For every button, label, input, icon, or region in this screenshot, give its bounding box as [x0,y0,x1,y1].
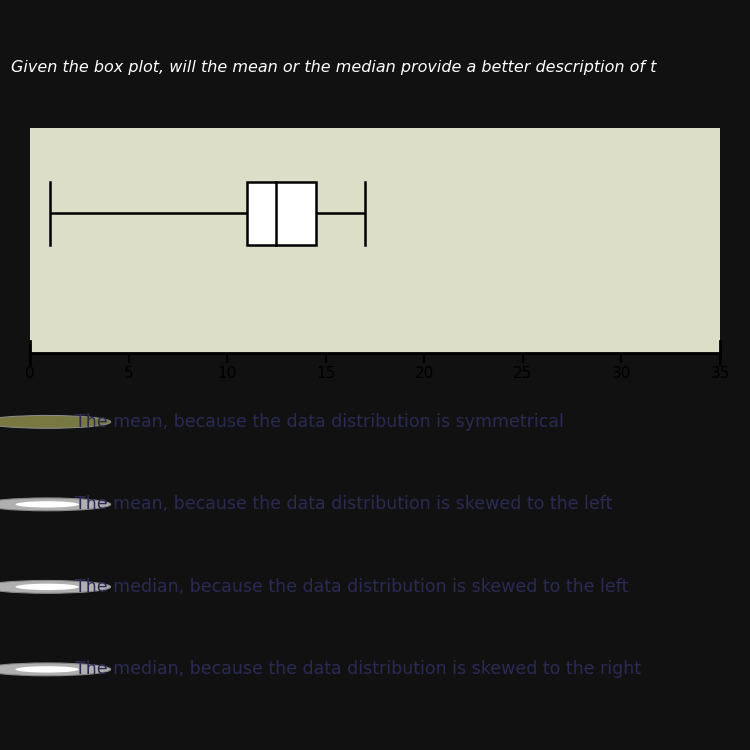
Circle shape [0,663,111,676]
Bar [247,182,316,244]
Circle shape [0,580,111,593]
Text: The mean, because the data distribution is skewed to the left: The mean, because the data distribution … [75,496,613,513]
Circle shape [16,419,79,425]
Circle shape [16,584,79,590]
Circle shape [16,666,79,673]
Circle shape [16,501,79,508]
Text: The median, because the data distribution is skewed to the left: The median, because the data distributio… [75,578,628,596]
Text: The mean, because the data distribution is symmetrical: The mean, because the data distribution … [75,413,564,430]
Text: The median, because the data distribution is skewed to the right: The median, because the data distributio… [75,661,641,679]
Circle shape [0,416,111,428]
Circle shape [0,498,111,511]
Text: Given the box plot, will the mean or the median provide a better description of : Given the box plot, will the mean or the… [11,60,657,75]
